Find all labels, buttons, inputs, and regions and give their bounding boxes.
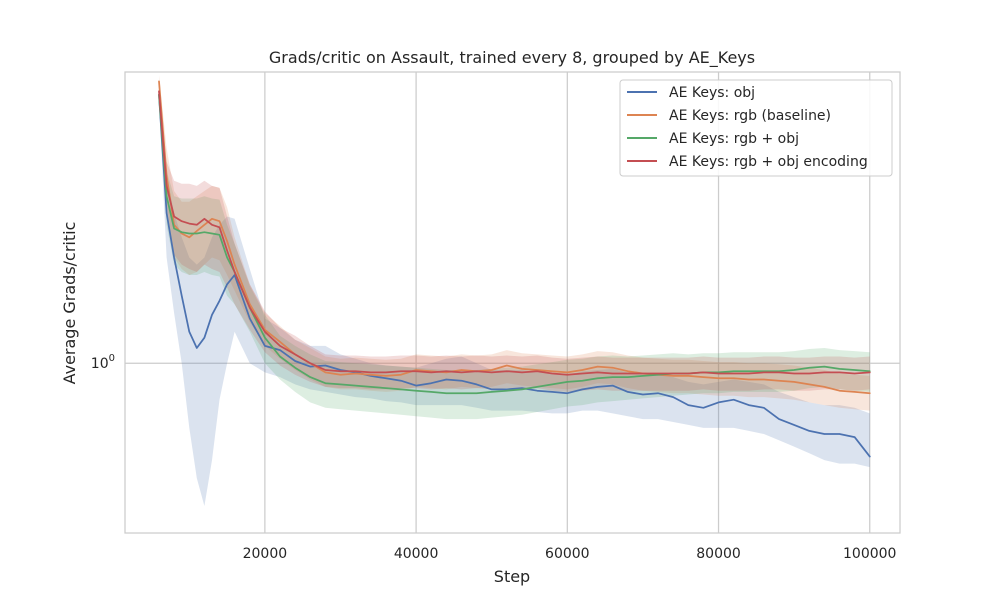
confidence-band-ae-keys-obj [159,88,870,506]
x-tick-label: 80000 [696,546,741,562]
x-tick-label: 60000 [545,546,590,562]
legend-label: AE Keys: rgb (baseline) [669,108,831,124]
confidence-bands [159,75,870,506]
confidence-band-ae-keys-rgb-obj [159,88,870,420]
x-tick-label: 100000 [843,546,896,562]
legend-label: AE Keys: rgb + obj [669,131,799,147]
x-axis-label: Step [494,567,530,586]
y-axis-label: Average Grads/critic [60,222,79,385]
y-tick-label: 100 [91,353,115,372]
legend-box [619,79,893,177]
confidence-band-ae-keys-rgb-baseline [159,75,870,411]
chart-title: Grads/critic on Assault, trained every 8… [269,48,755,68]
legend: AE Keys: obj AE Keys: rgb (baseline) AE Ke… [619,79,893,177]
legend-label: AE Keys: rgb + obj encoding [669,154,868,170]
x-tick-label: 20000 [243,546,288,562]
series-line-ae-keys-obj [158,93,871,458]
y-tick-labels: 100 [91,353,115,372]
legend-label: AE Keys: obj [669,85,755,101]
plot-frame [124,71,901,534]
x-tick-labels: 20000 40000 60000 80000 100000 [243,546,897,562]
confidence-band-ae-keys-rgb-obj-encoding [159,84,870,392]
x-tick-label: 40000 [394,546,439,562]
series-line-ae-keys-rgb-obj-encoding [158,90,871,376]
series-line-ae-keys-rgb-obj [158,93,871,395]
series-lines [158,80,871,458]
